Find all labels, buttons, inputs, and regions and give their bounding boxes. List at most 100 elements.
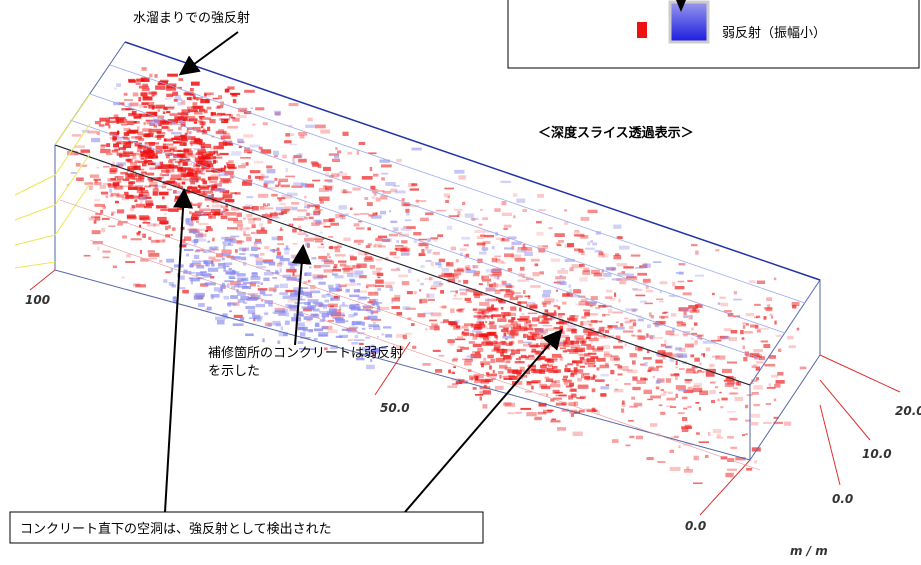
visualization: 100 50.0 0.0 20.0 10.0 0.0 m / m 弱反射（振幅小… [0,0,921,561]
blob [224,239,233,241]
blob [551,259,560,262]
blob [455,320,460,323]
blob [482,279,491,282]
blob [362,328,365,330]
blob [517,279,526,281]
blob [147,223,156,226]
blob [320,232,323,234]
blob [763,344,770,348]
blob [670,374,679,377]
blob [108,125,110,128]
blob [308,299,319,302]
blob [149,257,157,259]
blob [294,313,296,317]
blob [139,86,149,89]
blob [580,396,586,399]
blob [124,99,133,101]
blob [371,215,382,218]
blob [315,323,320,327]
blob [455,273,462,276]
blob [526,304,528,307]
blob [589,338,599,341]
blob [298,132,307,136]
blob [647,324,651,328]
blob [538,209,546,211]
blob [167,189,172,191]
blob [305,125,316,128]
blob [292,243,297,245]
blob [207,107,212,110]
blob [500,181,511,183]
blob [140,196,147,200]
blob [733,299,742,301]
blob [148,173,154,176]
blob [280,284,288,288]
blob [724,328,732,331]
blob [390,221,397,223]
blob [526,320,531,323]
blob [528,332,532,334]
blob [536,232,543,236]
blob [355,322,361,325]
blob [581,344,591,346]
blob [352,322,355,326]
blob [243,218,246,220]
blob [709,364,714,367]
blob [511,292,521,294]
blob [503,312,509,316]
blob [531,386,533,390]
blob [252,209,254,211]
blob [433,350,441,352]
blob [224,280,233,282]
blob [304,206,310,209]
blob [418,253,421,257]
blob [492,246,495,249]
blob [439,355,445,357]
blob [678,263,685,265]
blob [188,153,193,157]
blob [606,267,616,271]
blob [722,336,730,340]
blob [123,128,130,131]
blob [121,108,130,110]
blob [225,89,230,93]
blob [260,282,262,285]
blob [255,176,265,179]
blob [502,201,507,205]
blob [494,345,501,348]
blob [719,297,725,299]
blob [557,244,562,246]
blob [92,230,101,234]
blob [557,343,566,346]
blob [681,426,692,429]
blob [774,278,776,281]
blob [693,482,703,484]
blob [201,122,204,126]
blob [314,328,323,331]
blob [227,227,238,229]
blob [423,312,433,314]
blob [719,392,721,394]
blob [323,185,334,188]
blob [190,180,197,182]
blob [313,309,320,312]
blob [126,142,131,145]
blob [237,292,246,296]
blob [292,228,297,232]
blob [211,295,213,299]
blob [502,262,507,264]
blob [548,370,558,373]
blob [204,251,206,253]
blob [335,248,341,252]
blob [175,95,181,99]
blob [580,357,585,360]
blob [460,292,467,295]
blob [710,382,716,384]
blob [285,133,290,137]
blob [260,253,265,256]
blob [683,408,687,410]
blob [557,339,566,341]
blob [400,249,409,252]
blob [541,386,550,390]
blob [477,242,486,245]
